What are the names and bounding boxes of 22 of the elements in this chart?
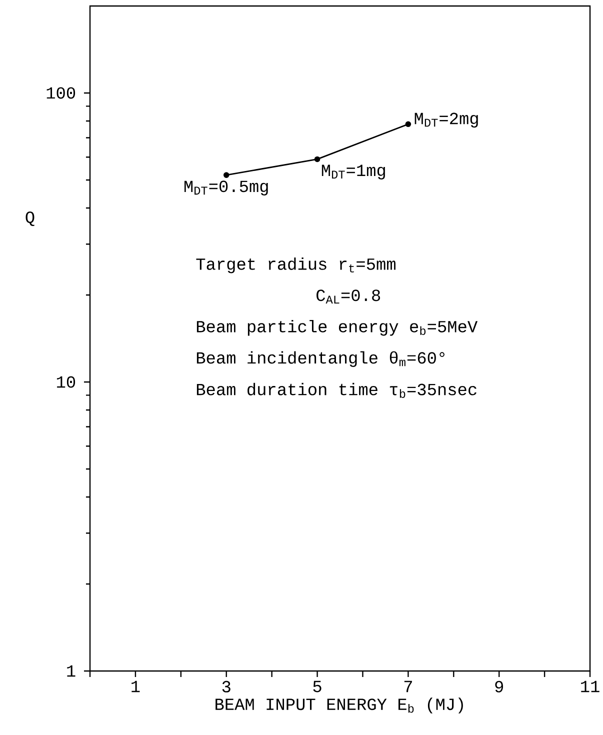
y-tick-label: 10	[56, 376, 75, 388]
point	[314, 156, 320, 162]
annotation: M$_{DT}$=0.5mg	[184, 180, 268, 196]
y-tick-label: 100	[46, 87, 75, 99]
annotation: Beam particle energy e$_{b}$=5MeV	[196, 320, 478, 336]
x-tick-label: 5	[313, 680, 322, 692]
annotation: Target radius r$_{t}$=5mm	[196, 257, 396, 274]
x-tick-label: 11	[580, 680, 600, 692]
y-axis-title: Q	[26, 212, 34, 226]
annotation: Beam duration time τ$_{b}$=35nsec	[196, 382, 476, 398]
text: BEAM INPUT ENERGY E$_{b}$ (MJ)	[215, 698, 463, 714]
point	[405, 121, 411, 128]
x-tick-label: 1	[131, 680, 140, 692]
point	[223, 172, 230, 178]
x-tick-label: 7	[404, 680, 412, 692]
x-tick-label: 3	[222, 680, 230, 692]
annotation: Beam incidentangle θ$_{m}$=60°	[196, 351, 444, 367]
y-tick-label: 1	[66, 665, 76, 677]
annotation: C$_{AL}$=0.8	[316, 290, 380, 304]
annotation: M$_{DT}$=2mg	[414, 112, 478, 128]
annotation: M$_{DT}$=1mg	[322, 164, 385, 180]
x-tick-label: 9	[494, 680, 503, 692]
